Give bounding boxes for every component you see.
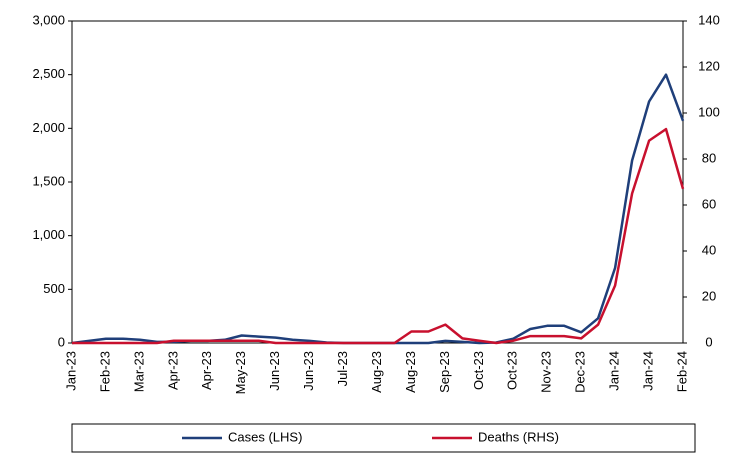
x-tick-label: Oct-23	[505, 351, 520, 390]
plot-frame	[71, 20, 684, 344]
x-tick-label: Jul-23	[335, 351, 350, 386]
y2-tick-label: 0	[705, 334, 712, 349]
x-tick-label: Feb-23	[97, 351, 112, 392]
x-tick-label: Sep-23	[437, 351, 452, 393]
y-tick-label: 1,000	[32, 227, 65, 242]
x-tick-label: Jun-23	[301, 351, 316, 391]
x-tick-label: Feb-24	[674, 351, 689, 392]
series-line	[71, 73, 685, 345]
x-tick-label: Jan-23	[63, 351, 78, 391]
y2-tick-label: 140	[698, 12, 720, 27]
series-line	[72, 127, 685, 345]
y-tick-label: 2,500	[32, 66, 65, 81]
x-tick-label: Aug-23	[403, 351, 418, 393]
legend-label: Cases (LHS)	[228, 429, 302, 444]
x-tick-label: Mar-23	[131, 351, 146, 392]
x-tick-label: Nov-23	[539, 351, 554, 393]
x-tick-label: Jun-23	[267, 351, 282, 391]
y-tick-label: 3,000	[32, 12, 65, 27]
y-tick-label: 1,500	[32, 173, 65, 188]
x-tick-label: Jan-24	[640, 351, 655, 391]
y2-tick-label: 40	[702, 242, 716, 257]
y-tick-label: 2,000	[32, 120, 65, 135]
y2-tick-label: 80	[702, 150, 716, 165]
y-tick-label: 500	[43, 281, 65, 296]
y2-tick-label: 120	[698, 58, 720, 73]
x-tick-label: Jan-24	[607, 351, 622, 391]
y2-tick-label: 60	[702, 196, 716, 211]
x-tick-label: May-23	[233, 351, 248, 394]
y-tick-label: 0	[58, 334, 65, 349]
x-tick-label: Apr-23	[165, 351, 180, 390]
x-tick-label: Dec-23	[573, 351, 588, 393]
y2-tick-label: 20	[702, 288, 716, 303]
x-tick-label: Apr-23	[199, 351, 214, 390]
y2-tick-label: 100	[698, 104, 720, 119]
legend-box	[71, 423, 696, 453]
legend-label: Deaths (RHS)	[478, 429, 559, 444]
x-tick-label: Aug-23	[369, 351, 384, 393]
x-tick-label: Oct-23	[471, 351, 486, 390]
